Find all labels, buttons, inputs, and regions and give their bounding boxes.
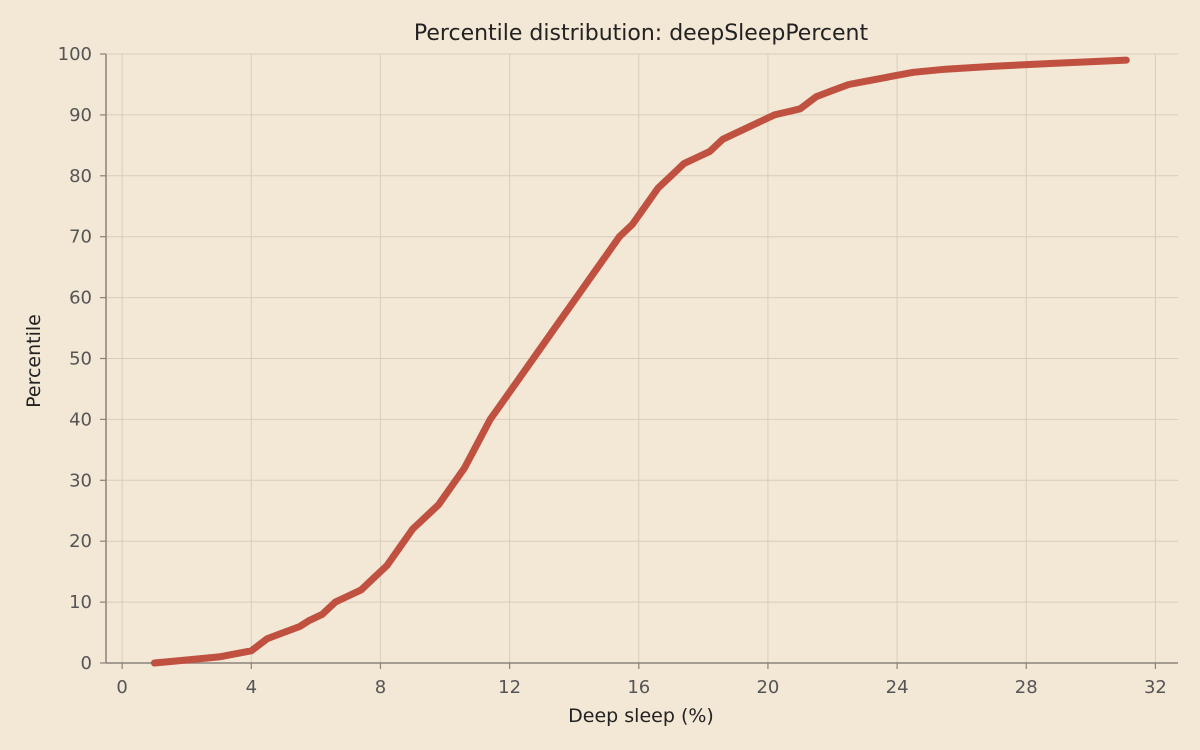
y-tick-label: 80: [69, 166, 92, 187]
y-tick-label: 100: [58, 44, 92, 65]
y-tick-label: 0: [81, 653, 92, 674]
y-tick-label: 60: [69, 288, 92, 309]
x-tick-label: 0: [116, 677, 127, 698]
y-tick-label: 90: [69, 105, 92, 126]
y-tick-label: 70: [69, 227, 92, 248]
grid: [106, 53, 1178, 664]
x-tick-label: 24: [886, 677, 909, 698]
x-tick-label: 12: [498, 677, 521, 698]
series-line: [150, 56, 1130, 667]
x-tick-label: 16: [627, 677, 650, 698]
x-tick-label: 8: [375, 677, 386, 698]
x-tick-label: 28: [1015, 677, 1038, 698]
y-tick-label: 50: [69, 349, 92, 370]
x-tick-label: 4: [246, 677, 257, 698]
series: [150, 56, 1130, 667]
ticks: 0 4 8 12 16 20 24 28 32 0 10 20 30 40 50 60 70 80 90 100: [58, 44, 1167, 698]
y-tick-label: 40: [69, 409, 92, 430]
x-axis-label: Deep sleep (%): [568, 705, 714, 727]
x-tick-label: 32: [1144, 677, 1167, 698]
y-tick-label: 10: [69, 592, 92, 613]
y-tick-label: 20: [69, 531, 92, 552]
y-tick-label: 30: [69, 470, 92, 491]
y-axis-label: Percentile: [23, 314, 45, 408]
chart-title: Percentile distribution: deepSleepPercen…: [414, 21, 869, 46]
x-tick-label: 20: [756, 677, 779, 698]
